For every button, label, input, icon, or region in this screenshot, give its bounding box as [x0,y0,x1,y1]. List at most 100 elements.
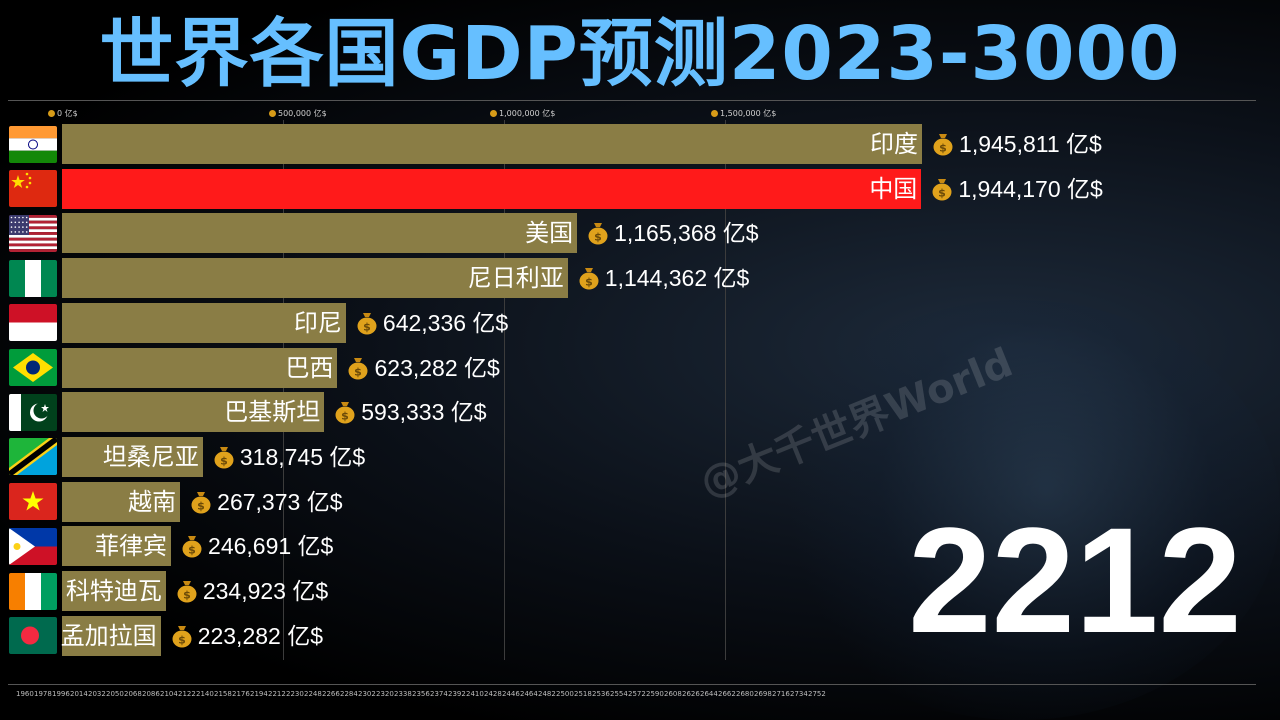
money-bag-icon: $ [334,396,356,424]
bar-country-label: 巴西 [285,353,334,382]
timeline-year-label: 2356 [412,690,430,698]
bar-country-label: 美国 [525,219,574,248]
bar-country-label: 菲律宾 [95,532,168,561]
gridline [725,120,726,660]
timeline-year-label: 2428 [484,690,502,698]
timeline-year-label: 2446 [502,690,520,698]
timeline-year-label: 2320 [376,690,394,698]
timeline-year-label: 1996 [52,690,70,698]
money-bag-icon: $ [931,173,953,201]
x-tick-text: 1,500,000 亿$ [720,109,777,118]
bar-value-label: $267,373 亿$ [190,482,343,522]
bar-country-label: 孟加拉国 [60,621,157,650]
svg-text:$: $ [363,320,371,333]
bar [62,347,338,388]
money-bag-icon: $ [171,620,193,648]
money-bag-icon: $ [347,352,369,379]
svg-text:$: $ [197,499,205,512]
timeline-year-label: 2284 [340,690,358,698]
timeline-year-label: 2410 [466,690,484,698]
bar-country-label: 越南 [128,487,177,516]
svg-text:$: $ [585,276,593,289]
current-year: 2212 [908,496,1242,664]
timeline-year-label: 2122 [178,690,196,698]
bar [62,258,568,299]
timeline-year-label: 2752 [808,690,826,698]
timeline-year-label: 2482 [538,690,556,698]
bar-country-label: 坦桑尼亚 [102,442,199,471]
bar-value-text: 223,282 亿$ [197,622,324,649]
coin-icon [490,110,497,117]
flag-usa-icon [9,214,57,252]
timeline-year-label: 2500 [556,690,574,698]
watermark: @大千世界World [693,339,1020,507]
bar [62,168,922,209]
timeline-year-label: 2536 [592,690,610,698]
axis-top-line [8,100,1256,101]
money-bag-icon: $ [578,262,600,290]
bar [62,526,172,567]
timeline-year-label: 2680 [736,690,754,698]
bar-value-label: $1,144,362 亿$ [578,258,749,298]
bar-value-label: $1,945,811 亿$ [932,124,1102,164]
timeline-year-label: 2032 [88,690,106,698]
timeline-year-label: 2086 [142,690,160,698]
page-title: 世界各国GDP预测2023-3000 [99,11,1181,97]
timeline-year-label: 2338 [394,690,412,698]
flag-indonesia-icon [9,304,57,342]
money-bag-icon: $ [213,441,235,469]
money-bag-icon: $ [176,575,198,603]
bar-value-text: 234,923 亿$ [202,578,329,604]
timeline-year-label: 2626 [682,690,700,698]
bar [62,481,181,522]
bar-country-label: 巴基斯坦 [224,398,321,427]
money-bag-icon: $ [587,217,609,245]
flag-tanzania-icon [9,438,57,476]
money-bag-icon: $ [932,128,954,156]
bar-country-label: 印度 [870,130,919,158]
svg-text:$: $ [938,186,946,199]
svg-text:$: $ [939,142,947,155]
bar-country-label: 中国 [869,174,918,203]
bar [62,124,923,164]
timeline-year-label: 2230 [286,690,304,698]
bar-value-text: 1,165,368 亿$ [614,220,759,247]
bar-value-label: $593,333 亿$ [334,392,487,432]
timeline-year-label: 2266 [322,690,340,698]
gridline [283,120,284,660]
timeline-year-label: 2644 [700,690,718,698]
coin-icon [269,110,276,117]
timeline-year-label: 2068 [124,690,142,698]
x-tick-label: 1,500,000 亿$ [711,108,776,119]
timeline-year-label: 2608 [664,690,682,698]
timeline-year-label: 2734 [790,690,808,698]
bar-value-text: 1,945,811 亿$ [959,131,1102,157]
timeline-line [8,684,1256,685]
timeline-year-label: 2014 [70,690,88,698]
timeline-year-label: 2572 [628,690,646,698]
timeline-year-label: 2140 [196,690,214,698]
bar-value-text: 318,745 亿$ [239,443,366,470]
bar [62,302,346,343]
flag-india-icon [9,125,57,163]
bar-value-label: $234,923 亿$ [176,571,328,611]
bar-value-label: $1,944,170 亿$ [931,169,1103,209]
svg-text:$: $ [178,633,186,646]
timeline-year-label: 2716 [772,690,790,698]
timeline-year-label: 2176 [232,690,250,698]
timeline-year-label: 1960 [16,690,34,698]
timeline-year-label: 2374 [430,690,448,698]
bar-value-text: 246,691 亿$ [208,533,334,560]
svg-text:$: $ [355,365,363,378]
svg-text:$: $ [183,589,191,602]
bar-value-text: 1,944,170 亿$ [958,175,1103,202]
timeline-year-label: 2302 [358,690,376,698]
timeline-year-label: 2464 [520,690,538,698]
svg-text:$: $ [188,544,196,557]
gridline [504,120,505,660]
timeline-year-label: 2104 [160,690,178,698]
x-tick-label: 0 亿$ [48,108,78,119]
x-tick-label: 500,000 亿$ [269,108,327,119]
bar [62,392,325,433]
bar [62,436,203,477]
